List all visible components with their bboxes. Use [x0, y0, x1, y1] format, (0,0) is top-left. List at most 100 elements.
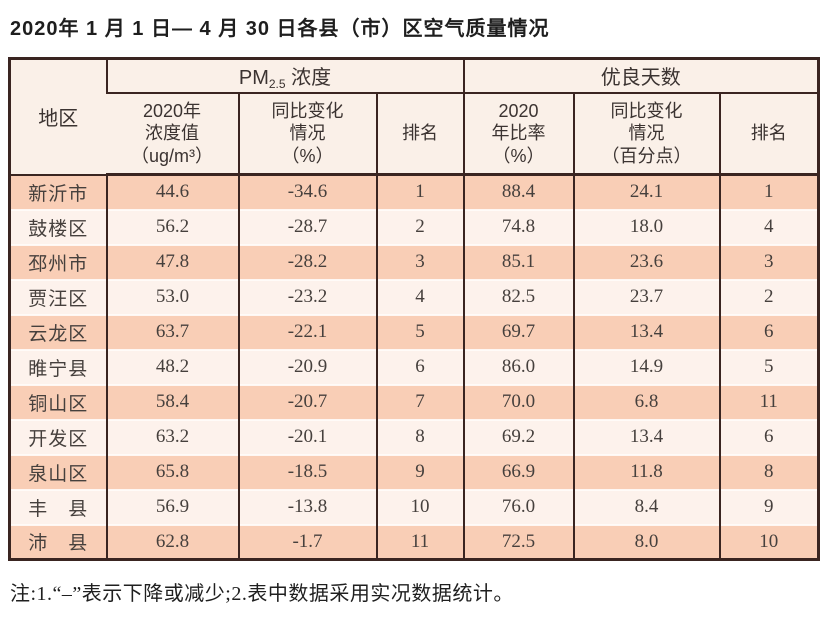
- days-ratio-cell: 70.0: [462, 383, 574, 420]
- days-ratio-cell: 88.4: [462, 173, 574, 210]
- days-change-cell: 18.0: [572, 208, 720, 245]
- pm-value-cell: 44.6: [105, 173, 239, 210]
- pm-rank-cell: 10: [375, 488, 464, 525]
- region-cell: 丰 县: [9, 488, 107, 525]
- region-cell: 泉山区: [9, 453, 107, 490]
- days-ratio-cell: 76.0: [462, 488, 574, 525]
- pm-label-suffix: 浓度: [285, 66, 332, 89]
- table-row: 丰 县 56.9 -13.8 10 76.0 8.4 9: [9, 488, 819, 525]
- region-cell: 贾汪区: [9, 278, 107, 315]
- table-row: 睢宁县 48.2 -20.9 6 86.0 14.9 5: [9, 348, 819, 385]
- region-cell: 云龙区: [9, 313, 107, 350]
- days-ratio-cell: 69.2: [462, 418, 574, 455]
- days-ratio-cell: 82.5: [462, 278, 574, 315]
- days-ratio-cell: 74.8: [462, 208, 574, 245]
- days-ratio-cell: 85.1: [462, 243, 574, 280]
- pm-change-cell: -13.8: [237, 488, 377, 525]
- header-pm-change: 同比变化 情况 （%）: [237, 92, 377, 176]
- days-change-cell: 23.7: [572, 278, 720, 315]
- table-body: 新沂市 44.6 -34.6 1 88.4 24.1 1 鼓楼区 56.2 -2…: [9, 173, 819, 560]
- footnote: 注:1.“–”表示下降或减少;2.表中数据采用实况数据统计。: [10, 583, 514, 605]
- days-rank-cell: 2: [718, 278, 819, 315]
- table-row: 沛 县 62.8 -1.7 11 72.5 8.0 10: [9, 523, 819, 560]
- days-rank-cell: 10: [718, 523, 819, 560]
- pm-value-cell: 47.8: [105, 243, 239, 280]
- region-cell: 邳州市: [9, 243, 107, 280]
- table-header: 地区 PM2.5 浓度 优良天数 2020年 浓度值 （ug/m³） 同比变化 …: [9, 58, 819, 176]
- days-rank-cell: 5: [718, 348, 819, 385]
- table-row: 邳州市 47.8 -28.2 3 85.1 23.6 3: [9, 243, 819, 280]
- table-row: 泉山区 65.8 -18.5 9 66.9 11.8 8: [9, 453, 819, 490]
- corner-header-region: 地区: [9, 58, 107, 176]
- pm-rank-cell: 4: [375, 278, 464, 315]
- sub-header-row: 2020年 浓度值 （ug/m³） 同比变化 情况 （%） 排名 2020 年比…: [10, 92, 819, 176]
- days-rank-cell: 11: [718, 383, 819, 420]
- table-row: 云龙区 63.7 -22.1 5 69.7 13.4 6: [9, 313, 819, 350]
- pm-value-cell: 58.4: [105, 383, 239, 420]
- table-row: 开发区 63.2 -20.1 8 69.2 13.4 6: [9, 418, 819, 455]
- pm-change-cell: -18.5: [237, 453, 377, 490]
- table-row: 新沂市 44.6 -34.6 1 88.4 24.1 1: [9, 173, 819, 210]
- days-rank-cell: 6: [718, 313, 819, 350]
- pm-change-cell: -20.9: [237, 348, 377, 385]
- days-rank-cell: 1: [718, 173, 819, 210]
- pm-group-header: PM2.5 浓度: [105, 58, 464, 94]
- pm-change-cell: -34.6: [237, 173, 377, 210]
- pm-rank-cell: 11: [375, 523, 464, 560]
- days-change-cell: 23.6: [572, 243, 720, 280]
- days-change-cell: 6.8: [572, 383, 720, 420]
- pm-value-cell: 53.0: [105, 278, 239, 315]
- pm-change-cell: -20.1: [237, 418, 377, 455]
- region-cell: 新沂市: [9, 173, 107, 210]
- days-change-cell: 8.4: [572, 488, 720, 525]
- pm-value-cell: 63.2: [105, 418, 239, 455]
- good-days-group-header: 优良天数: [462, 58, 819, 94]
- pm-rank-cell: 8: [375, 418, 464, 455]
- region-cell: 鼓楼区: [9, 208, 107, 245]
- pm-label-prefix: PM: [238, 66, 269, 89]
- pm-value-cell: 56.9: [105, 488, 239, 525]
- days-change-cell: 8.0: [572, 523, 720, 560]
- pm-rank-cell: 3: [375, 243, 464, 280]
- region-cell: 睢宁县: [9, 348, 107, 385]
- table-row: 贾汪区 53.0 -23.2 4 82.5 23.7 2: [9, 278, 819, 315]
- pm-label-subscript: 2.5: [268, 76, 286, 91]
- days-ratio-cell: 72.5: [462, 523, 574, 560]
- days-change-cell: 13.4: [572, 313, 720, 350]
- pm-rank-cell: 1: [375, 173, 464, 210]
- group-header-row: 地区 PM2.5 浓度 优良天数: [9, 58, 819, 176]
- pm-value-cell: 48.2: [105, 348, 239, 385]
- days-ratio-cell: 86.0: [462, 348, 574, 385]
- pm-change-cell: -28.7: [237, 208, 377, 245]
- table-row: 铜山区 58.4 -20.7 7 70.0 6.8 11: [9, 383, 819, 420]
- pm-rank-cell: 9: [375, 453, 464, 490]
- header-pm-value: 2020年 浓度值 （ug/m³）: [106, 92, 239, 176]
- days-ratio-cell: 66.9: [462, 453, 574, 490]
- header-days-rank: 排名: [718, 92, 819, 176]
- region-cell: 开发区: [9, 418, 107, 455]
- pm-change-cell: -23.2: [237, 278, 377, 315]
- header-pm-rank: 排名: [375, 92, 464, 176]
- days-change-cell: 24.1: [572, 173, 720, 210]
- table-row: 鼓楼区 56.2 -28.7 2 74.8 18.0 4: [9, 208, 819, 245]
- pm-rank-cell: 2: [375, 208, 464, 245]
- days-rank-cell: 9: [718, 488, 819, 525]
- header-days-change: 同比变化 情况 （百分点）: [572, 92, 720, 176]
- days-rank-cell: 3: [718, 243, 819, 280]
- days-change-cell: 13.4: [572, 418, 720, 455]
- pm-change-cell: -20.7: [237, 383, 377, 420]
- pm-change-cell: -22.1: [237, 313, 377, 350]
- pm-value-cell: 63.7: [105, 313, 239, 350]
- region-cell: 铜山区: [9, 383, 107, 420]
- days-rank-cell: 4: [718, 208, 819, 245]
- pm-value-cell: 56.2: [105, 208, 239, 245]
- days-change-cell: 14.9: [572, 348, 720, 385]
- page-title: 2020年 1 月 1 日— 4 月 30 日各县（市）区空气质量情况: [10, 18, 550, 40]
- air-quality-table: 地区 PM2.5 浓度 优良天数 2020年 浓度值 （ug/m³） 同比变化 …: [8, 57, 821, 561]
- pm-change-cell: -28.2: [237, 243, 377, 280]
- pm-value-cell: 65.8: [105, 453, 239, 490]
- days-rank-cell: 8: [718, 453, 819, 490]
- days-rank-cell: 6: [718, 418, 819, 455]
- header-days-ratio: 2020 年比率 （%）: [462, 92, 574, 176]
